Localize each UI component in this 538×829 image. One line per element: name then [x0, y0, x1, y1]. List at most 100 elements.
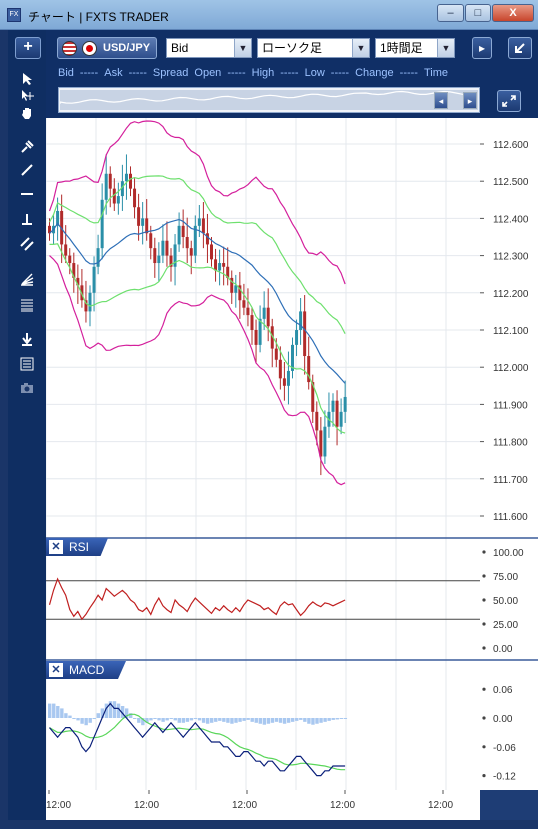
rsi-label: RSI [69, 540, 90, 554]
close-icon[interactable]: ✕ [49, 663, 63, 677]
trendline-tool-icon[interactable] [16, 159, 38, 181]
macd-histogram-bar [133, 718, 137, 719]
hand-tool-icon[interactable] [16, 102, 38, 124]
macd-histogram-bar [315, 718, 319, 724]
macd-histogram-bar [185, 718, 190, 722]
macd-histogram-bar [173, 718, 177, 721]
macd-histogram-bar [311, 718, 315, 725]
candle-body [145, 218, 149, 234]
candle-body [222, 263, 226, 267]
window-border-bottom [0, 820, 538, 829]
sparkline-navigator[interactable] [58, 87, 480, 113]
crosshair-cursor-icon[interactable] [16, 85, 38, 107]
candle-body [141, 218, 145, 226]
us-flag-icon [62, 41, 77, 56]
macd-histogram-bar [250, 718, 254, 722]
candle-body [319, 430, 323, 457]
rsi-panel-tab[interactable]: ✕ RSI [46, 538, 108, 556]
chart-canvas[interactable] [45, 118, 480, 790]
macd-histogram-bar [327, 718, 331, 721]
camera-icon[interactable] [16, 377, 38, 399]
download-icon[interactable] [16, 328, 38, 350]
parallel-lines-tool-icon[interactable] [16, 233, 38, 255]
quote-value-low: ----- [330, 67, 350, 79]
price-tick-label: 112.200 [493, 289, 529, 300]
rsi-tick-dot [482, 550, 486, 554]
macd-tick-dot [482, 716, 486, 720]
quote-value-ask: ----- [128, 67, 147, 79]
candle-body [303, 311, 307, 357]
candle-body [92, 266, 96, 293]
macd-histogram-bar [189, 718, 194, 721]
macd-histogram-bar [274, 718, 279, 722]
candle-body [201, 218, 205, 234]
macd-histogram-bar [76, 718, 80, 721]
close-icon[interactable]: ✕ [49, 540, 63, 554]
candle-body [116, 196, 120, 204]
detach-window-button[interactable] [508, 37, 532, 59]
macd-tick-label: 0.06 [493, 685, 513, 696]
close-button[interactable]: X [492, 4, 534, 22]
time-tick-label: 12:00 [232, 800, 257, 811]
horizontal-line-tool-icon[interactable] [16, 183, 38, 205]
zoom-fit-button[interactable] [497, 90, 521, 112]
macd-tick-dot [482, 687, 486, 691]
candle-body [165, 240, 169, 256]
toolbar-expand-button[interactable]: ▸ [472, 37, 492, 59]
macd-histogram-bar [84, 718, 88, 726]
macd-histogram-bar [238, 718, 242, 722]
vertical-line-tool-icon[interactable] [16, 208, 38, 230]
candle-body [153, 248, 157, 264]
chevron-down-icon: ▼ [234, 39, 251, 57]
quote-label-high: High [251, 67, 275, 79]
candle-body [72, 263, 76, 278]
macd-histogram-bar [262, 718, 267, 725]
list-icon[interactable] [16, 353, 38, 375]
chart-type-value: ローソク足 [262, 41, 323, 55]
price-type-select[interactable]: Bid ▼ [166, 38, 252, 58]
price-tick-label: 112.400 [493, 214, 529, 225]
timeframe-select[interactable]: 1時間足 ▼ [375, 38, 455, 58]
rsi-tick-label: 0.00 [493, 644, 513, 655]
macd-histogram-bar [266, 718, 271, 724]
scroll-right-button[interactable]: ▸ [463, 92, 477, 109]
add-chart-button[interactable]: + [15, 37, 41, 59]
macd-signal-line [49, 713, 346, 771]
symbol-selector-button[interactable]: USD/JPY [57, 37, 157, 59]
macd-histogram-bar [214, 718, 218, 722]
macd-histogram-bar [218, 718, 222, 721]
candle-body [177, 225, 181, 245]
price-tick-label: 111.600 [493, 512, 528, 523]
candle-body [246, 307, 250, 316]
cursor-tool-icon[interactable] [16, 68, 38, 90]
macd-histogram-bar [242, 718, 246, 721]
macd-histogram-bar [104, 703, 109, 718]
rsi-tick-label: 50.00 [493, 596, 518, 607]
pin-tool-icon[interactable] [16, 136, 38, 158]
macd-panel-tab[interactable]: ✕ MACD [46, 661, 126, 679]
candle-body [169, 255, 173, 267]
macd-histogram-bar [72, 718, 76, 719]
quote-label-low: Low [304, 67, 325, 79]
maximize-button[interactable]: □ [465, 4, 491, 22]
candle-body [205, 233, 209, 245]
drawing-toolbar [8, 30, 46, 820]
rsi-tick-dot [482, 598, 486, 602]
fibonacci-tool-icon[interactable] [16, 294, 38, 316]
time-axis: 12:00 12:00 12:00 12:00 12:00 [46, 790, 480, 820]
candle-body [291, 344, 294, 371]
candle-body [129, 173, 132, 189]
minimize-button[interactable]: – [437, 4, 464, 22]
quote-value-bid: ----- [79, 67, 99, 79]
price-tick-label: 112.600 [493, 140, 529, 151]
macd-histogram-bar [331, 718, 335, 720]
price-tick-label: 112.500 [493, 177, 529, 188]
scroll-left-button[interactable]: ◂ [434, 92, 448, 109]
chart-type-select[interactable]: ローソク足 ▼ [257, 38, 370, 58]
macd-histogram-bar [108, 701, 113, 718]
macd-histogram-bar [226, 718, 230, 723]
candle-body [210, 244, 213, 260]
macd-histogram-bar [149, 718, 153, 721]
fan-tool-icon[interactable] [16, 268, 38, 290]
candle-body [149, 233, 153, 249]
